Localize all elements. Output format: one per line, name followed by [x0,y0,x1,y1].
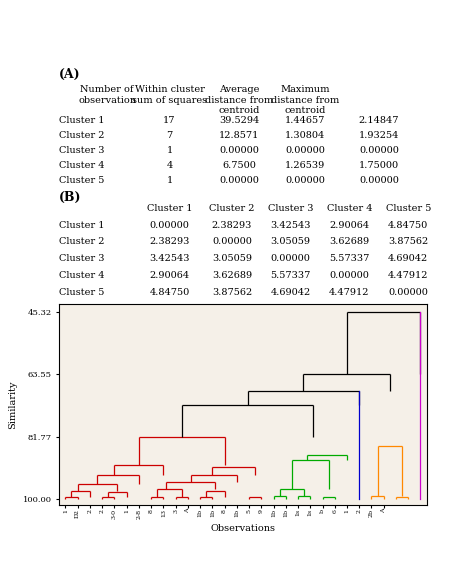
Text: 0.00000: 0.00000 [271,255,310,264]
Text: 3.05059: 3.05059 [271,238,310,247]
Text: 4.47912: 4.47912 [329,288,370,297]
Text: 2.14847: 2.14847 [359,116,399,125]
Text: 0.00000: 0.00000 [149,221,190,230]
Text: 1.44657: 1.44657 [285,116,326,125]
Text: (A): (A) [59,68,81,81]
Text: Cluster 3: Cluster 3 [268,204,313,213]
Text: 3.42543: 3.42543 [271,221,311,230]
Text: 3.05059: 3.05059 [212,255,252,264]
Text: 39.5294: 39.5294 [219,116,259,125]
Text: 2.90064: 2.90064 [329,221,370,230]
Text: Cluster 3: Cluster 3 [59,255,105,264]
Text: Cluster 5: Cluster 5 [59,176,105,185]
Text: Cluster 2: Cluster 2 [59,238,105,247]
Text: 0.00000: 0.00000 [219,146,259,155]
Text: 4.84750: 4.84750 [149,288,190,297]
Text: 17: 17 [163,116,176,125]
Text: Number of
observation: Number of observation [78,86,136,105]
Text: 3.62689: 3.62689 [212,271,252,280]
X-axis label: Observations: Observations [210,524,275,534]
Text: 0.00000: 0.00000 [359,146,399,155]
Text: 0.00000: 0.00000 [359,176,399,185]
Text: Cluster 5: Cluster 5 [59,288,105,297]
Text: 0.00000: 0.00000 [285,146,325,155]
Text: Cluster 4: Cluster 4 [59,161,105,170]
Text: 1.75000: 1.75000 [359,161,399,170]
Text: (B): (B) [59,191,82,204]
Text: Within cluster
sum of squares: Within cluster sum of squares [132,86,207,105]
Text: 2.90064: 2.90064 [149,271,190,280]
Text: 4.84750: 4.84750 [388,221,428,230]
Text: 4.69042: 4.69042 [271,288,311,297]
Text: Maximum
distance from
centroid: Maximum distance from centroid [271,86,339,115]
Text: Cluster 1: Cluster 1 [59,221,105,230]
Text: 2.38293: 2.38293 [212,221,252,230]
Text: 0.00000: 0.00000 [388,288,428,297]
Text: Average
distance from
centroid: Average distance from centroid [205,86,273,115]
Text: Cluster 1: Cluster 1 [59,116,105,125]
Text: 4.47912: 4.47912 [388,271,428,280]
Text: 6.7500: 6.7500 [222,161,256,170]
Text: 2.38293: 2.38293 [149,238,190,247]
Text: Cluster 2: Cluster 2 [209,204,255,213]
Text: Cluster 3: Cluster 3 [59,146,105,155]
Text: Cluster 5: Cluster 5 [385,204,431,213]
Text: 0.00000: 0.00000 [285,176,325,185]
Text: 3.87562: 3.87562 [388,238,428,247]
Y-axis label: Similarity: Similarity [8,380,17,429]
Text: 3.87562: 3.87562 [212,288,252,297]
Text: 0.00000: 0.00000 [212,238,252,247]
Text: 5.57337: 5.57337 [271,271,311,280]
Text: 0.00000: 0.00000 [219,176,259,185]
Text: 4.69042: 4.69042 [388,255,428,264]
Text: 4: 4 [166,161,173,170]
Text: 5.57337: 5.57337 [329,255,370,264]
Text: 3.42543: 3.42543 [149,255,190,264]
Text: 1.30804: 1.30804 [285,131,326,140]
Text: 0.00000: 0.00000 [329,271,369,280]
Text: 12.8571: 12.8571 [219,131,259,140]
Text: 3.62689: 3.62689 [329,238,370,247]
Text: 1.26539: 1.26539 [285,161,326,170]
Text: 1: 1 [166,176,173,185]
Text: 1.93254: 1.93254 [359,131,399,140]
Text: Cluster 2: Cluster 2 [59,131,105,140]
Text: Cluster 1: Cluster 1 [147,204,192,213]
Text: 1: 1 [166,146,173,155]
Text: 7: 7 [166,131,173,140]
Text: Cluster 4: Cluster 4 [59,271,105,280]
Text: Cluster 4: Cluster 4 [327,204,372,213]
